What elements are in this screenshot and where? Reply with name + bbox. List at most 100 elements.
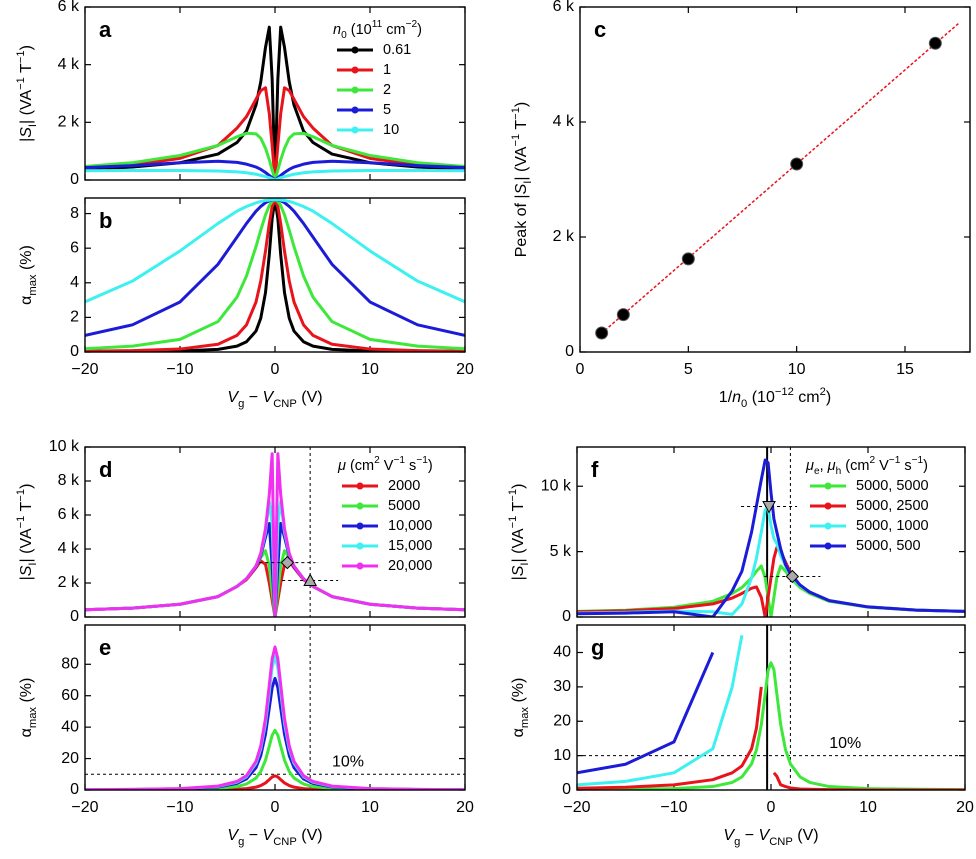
x-axis-label-part: (V) [297,389,323,406]
x-axis-label-part: CNP [769,836,793,848]
y-axis-label-part: | [510,576,527,580]
x-axis-label-part: V [227,389,239,406]
y-tick-label: 0 [562,781,571,798]
legend-title-part: s [405,458,416,474]
series-line [85,645,465,790]
y-tick-label: 0 [565,343,574,360]
plot-area [85,198,465,352]
x-axis-label-part: V [263,827,275,844]
legend-title-part: n [333,22,341,38]
legend-label: 10,000 [388,518,432,534]
legend-title-part: μ [827,458,836,474]
y-tick-label: 0 [70,608,79,625]
y-tick-label: 0 [70,343,79,360]
legend-dot [356,502,364,510]
series-line [85,452,465,617]
y-axis-label-part: α [510,728,527,737]
plot-frame [84,624,466,791]
panel-letter: a [99,17,112,42]
y-axis-label-part: max [519,707,531,729]
y-tick-label: 40 [553,644,571,661]
x-axis-label-part: (10 [747,389,775,406]
x-axis-label-part: −12 [775,386,794,398]
y-axis-label-part: S [513,183,530,194]
legend-dot [824,502,832,510]
legend-label: 15,000 [388,538,432,554]
legend-title-part: cm [382,22,405,38]
data-point [928,36,942,50]
legend-dot [356,562,364,570]
y-axis-label-part: (%) [18,245,35,274]
legend-title-part: μ [805,458,814,474]
legend-dot [356,522,364,530]
x-axis-label: 1/n0 (10−12 cm2) [719,386,831,410]
legend-dot [351,86,359,94]
x-tick-label: 20 [456,799,474,816]
legend-label: 2000 [388,478,420,494]
x-tick-label: −20 [71,361,98,378]
y-tick-label: 6 k [58,506,80,523]
marker [785,569,800,584]
panel-letter: e [99,635,111,660]
y-axis-label-part: | (VA [513,146,530,180]
y-axis-label-part: ) [510,484,527,489]
x-tick-label: 20 [956,799,974,816]
x-axis-label-part: 1/ [719,389,733,406]
y-axis-label: |SI| (VA−1 T−1) [15,45,39,142]
x-tick-label: −10 [660,799,687,816]
legend-title-part: ) [417,22,422,38]
y-axis-label: Peak of |SI| (VA−1 T−1) [510,102,534,258]
y-tick-label: 6 [70,239,79,256]
legend-title: μ (cm2 V−1 s−1) [337,455,433,474]
y-tick-label: 0 [70,781,79,798]
x-tick-label: 10 [361,361,379,378]
y-tick-label: 4 k [58,540,80,557]
legend-dot [351,46,359,54]
x-axis-label-part: − [244,389,262,406]
y-tick-label: 80 [61,656,79,673]
series-line [577,635,744,787]
y-axis-label-part: I [519,562,531,565]
y-axis-label-part: −1 [15,489,27,502]
x-axis-label-part: 2 [820,386,826,398]
panel-letter: f [591,457,599,482]
x-axis-label-part: − [740,827,758,844]
y-tick-label: 60 [61,687,79,704]
y-axis-label-part: T [513,120,530,134]
y-axis-label-part: −1 [15,77,27,90]
y-axis-label-part: −1 [510,134,522,147]
threshold-label: 10% [332,754,364,771]
y-axis-label-part: α [18,728,35,737]
legend-label: 5000, 1000 [856,518,929,534]
legend-title-part: h [836,466,842,477]
series-line [577,661,965,790]
x-tick-label: 0 [576,361,585,378]
y-axis-label-part: −1 [507,489,519,502]
marker [762,501,776,514]
plot-area [85,447,465,617]
y-axis-label-part: Peak of | [513,194,530,257]
x-tick-label: 20 [456,361,474,378]
y-axis-label: αmax (%) [18,245,39,305]
x-tick-label: 15 [896,361,914,378]
y-axis-label: |SI| (VA−1 T−1) [15,484,39,581]
legend-dot [356,542,364,550]
plot-area [577,447,965,617]
data-point [616,308,630,322]
x-axis-label-part: V [263,389,275,406]
x-axis-label-part: g [238,836,244,848]
x-axis-label-part: CNP [273,836,297,848]
y-axis-label-part: −1 [507,516,519,529]
x-axis-label-part: CNP [273,398,297,410]
y-tick-label: 4 k [553,113,575,130]
y-tick-label: 2 k [553,228,575,245]
x-axis-label-part: cm [794,389,820,406]
panel-letter: d [99,457,112,482]
y-tick-label: 8 k [58,472,80,489]
x-axis-label-part: V [723,827,735,844]
plot-frame [579,6,971,353]
plot-frame [84,197,466,353]
x-tick-label: −10 [166,361,193,378]
x-axis-label-part: V [227,827,239,844]
